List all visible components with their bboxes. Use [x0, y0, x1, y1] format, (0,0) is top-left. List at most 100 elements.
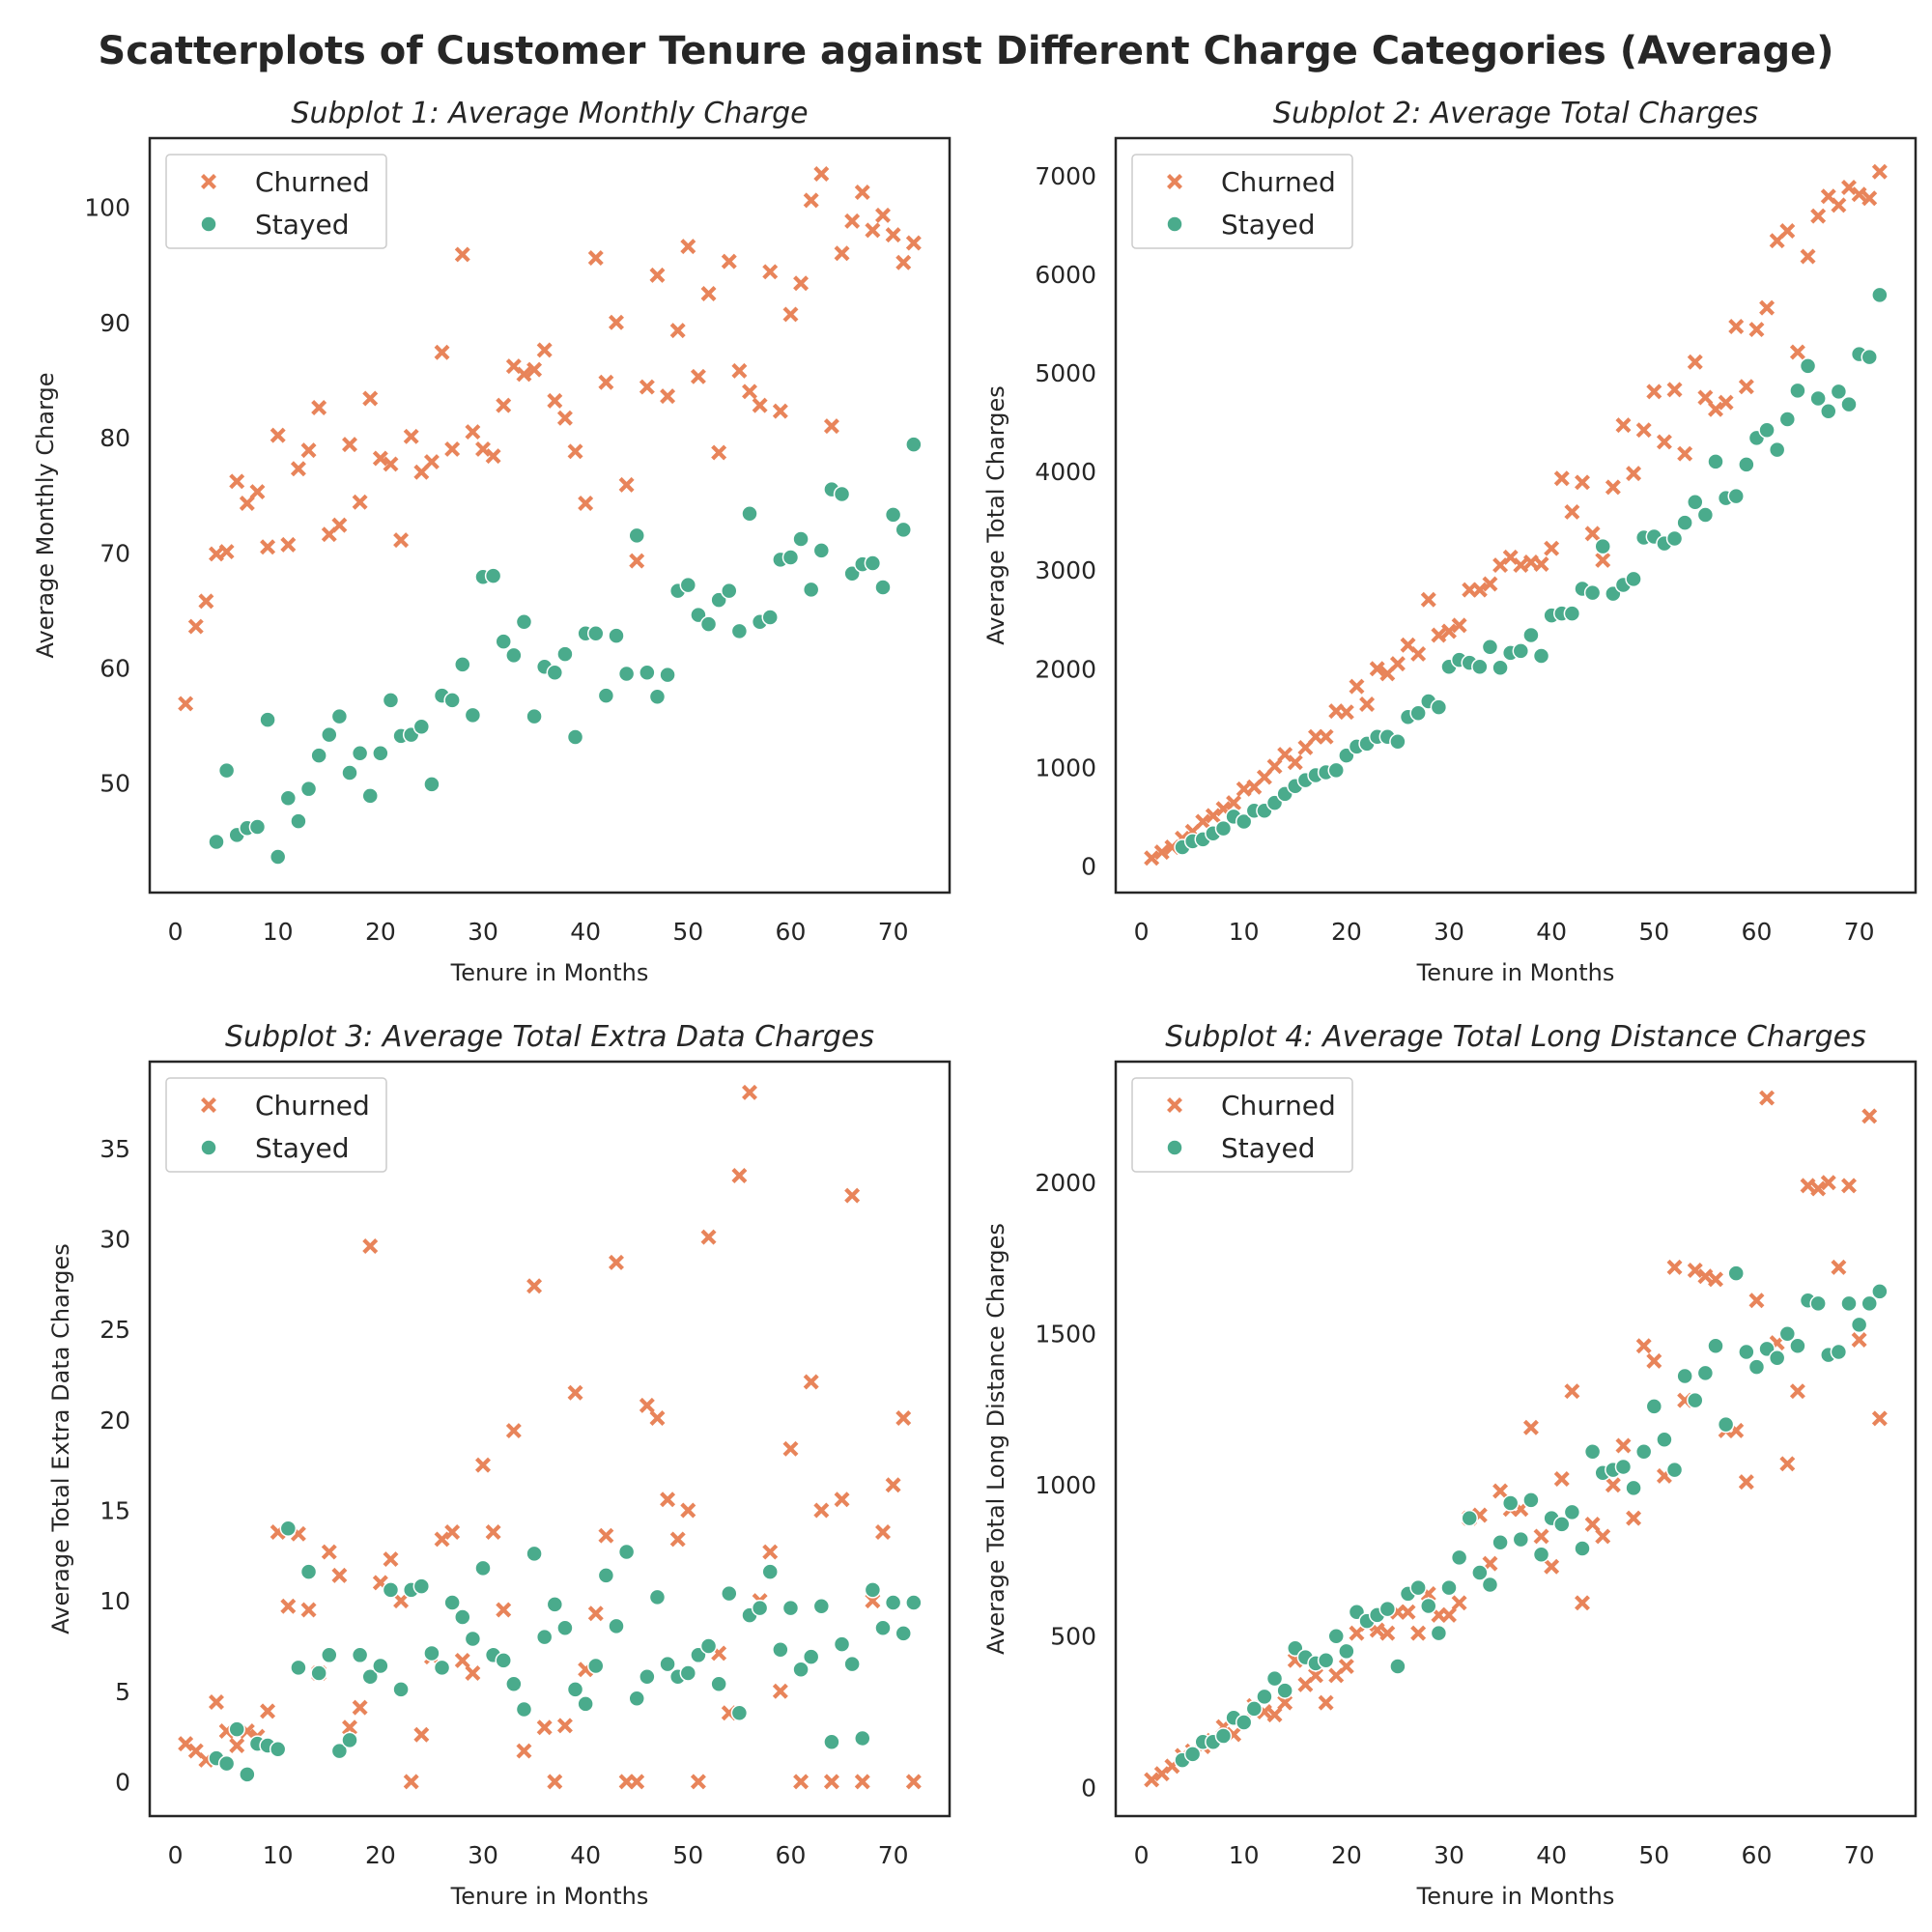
data-point-stayed — [1747, 1358, 1766, 1376]
y-axis-label: Average Total Extra Data Charges — [47, 1243, 74, 1634]
data-point-stayed — [1583, 1443, 1602, 1461]
x-tick-label: 60 — [1742, 1841, 1773, 1869]
series-churned — [1144, 1090, 1888, 1788]
data-point-stayed — [659, 1655, 676, 1673]
data-point-churned — [1738, 379, 1754, 395]
data-point-stayed — [341, 1731, 358, 1749]
data-point-stayed — [1235, 1714, 1253, 1731]
data-point-churned — [403, 1774, 419, 1790]
data-point-churned — [752, 397, 768, 413]
data-point-stayed — [587, 1657, 605, 1675]
legend-label-stayed: Stayed — [1221, 209, 1315, 241]
data-point-churned — [1379, 1625, 1396, 1641]
data-point-stayed — [443, 692, 461, 709]
data-point-churned — [300, 442, 317, 459]
data-point-stayed — [1789, 382, 1806, 400]
data-point-stayed — [1789, 1337, 1806, 1354]
data-point-churned — [209, 546, 224, 562]
data-point-churned — [1389, 656, 1406, 672]
legend-label-churned: Churned — [1221, 1090, 1336, 1122]
data-point-stayed — [1758, 421, 1776, 439]
y-tick-label: 90 — [99, 309, 130, 337]
x-tick-label: 70 — [1844, 918, 1875, 946]
data-point-churned — [854, 185, 870, 201]
data-point-churned — [229, 473, 245, 490]
data-point-churned — [762, 264, 779, 280]
data-point-churned — [1748, 1293, 1765, 1309]
data-point-churned — [823, 418, 839, 435]
data-point-churned — [229, 1737, 245, 1753]
subplot-4: Subplot 4: Average Total Long Distance C… — [982, 1020, 1918, 1910]
data-point-churned — [598, 1527, 614, 1544]
data-point-stayed — [1481, 1576, 1499, 1594]
data-point-churned — [875, 207, 891, 223]
data-point-stayed — [1440, 1578, 1458, 1597]
data-point-stayed — [382, 1581, 400, 1599]
data-point-churned — [813, 1502, 830, 1519]
data-point-churned — [1369, 661, 1385, 677]
data-point-churned — [526, 1278, 543, 1294]
data-point-stayed — [1532, 1546, 1550, 1563]
legend-marker-churned — [201, 1097, 216, 1113]
data-point-churned — [711, 444, 727, 461]
data-point-churned — [1584, 1516, 1601, 1532]
data-point-churned — [1533, 556, 1549, 573]
data-point-churned — [280, 1598, 297, 1614]
plot-frame — [148, 136, 952, 895]
data-point-stayed — [1614, 1458, 1633, 1476]
data-point-stayed — [864, 1581, 882, 1599]
data-point-stayed — [659, 666, 676, 684]
data-point-churned — [362, 390, 379, 407]
x-tick-label: 50 — [1638, 1841, 1669, 1869]
x-tick-label: 70 — [1844, 1841, 1875, 1869]
data-point-churned — [742, 1084, 757, 1100]
data-point-stayed — [290, 812, 307, 830]
data-point-churned — [321, 1544, 337, 1560]
data-point-churned — [178, 696, 194, 712]
legend: Churned Stayed — [1131, 1077, 1353, 1173]
y-axis-label: Average Total Long Distance Charges — [982, 1223, 1009, 1655]
data-point-stayed — [1338, 1642, 1355, 1661]
data-point-stayed — [1574, 1540, 1591, 1557]
data-point-churned — [782, 1440, 799, 1457]
data-point-stayed — [617, 665, 636, 683]
y-tick-label: 5 — [115, 1678, 130, 1706]
data-point-stayed — [833, 485, 851, 503]
data-point-stayed — [526, 1545, 543, 1563]
data-point-stayed — [299, 1563, 318, 1580]
data-point-stayed — [648, 1588, 667, 1606]
data-point-churned — [1820, 1175, 1836, 1191]
data-point-churned — [454, 1652, 470, 1668]
data-point-churned — [1861, 190, 1878, 207]
data-point-churned — [1410, 1625, 1427, 1641]
data-point-churned — [300, 1602, 317, 1618]
data-point-stayed — [628, 526, 645, 545]
data-point-stayed — [905, 1594, 923, 1611]
x-tick-label: 30 — [468, 1841, 498, 1869]
data-point-churned — [331, 1567, 348, 1583]
data-point-stayed — [330, 707, 349, 725]
data-point-stayed — [412, 718, 431, 736]
data-point-stayed — [341, 764, 358, 781]
data-point-churned — [260, 1703, 276, 1719]
data-point-churned — [1656, 434, 1672, 450]
data-point-stayed — [279, 1520, 298, 1537]
legend-box — [1131, 1077, 1353, 1173]
data-point-churned — [465, 424, 481, 440]
data-point-churned — [1297, 739, 1314, 755]
y-tick-label: 1500 — [1035, 1321, 1096, 1349]
subplot-3: Subplot 3: Average Total Extra Data Char… — [47, 1020, 952, 1910]
data-point-churned — [1779, 1456, 1796, 1472]
data-point-stayed — [372, 1657, 389, 1675]
data-point-stayed — [392, 1681, 410, 1698]
data-point-stayed — [372, 744, 389, 762]
data-point-stayed — [351, 1646, 369, 1664]
data-point-stayed — [290, 1659, 307, 1677]
legend-marker-stayed — [200, 215, 217, 233]
data-point-stayed — [546, 1596, 564, 1613]
data-point-stayed — [710, 1675, 727, 1693]
data-point-churned — [1635, 1338, 1652, 1354]
data-point-stayed — [423, 776, 440, 793]
data-point-churned — [1810, 1180, 1827, 1197]
data-point-stayed — [279, 789, 298, 807]
